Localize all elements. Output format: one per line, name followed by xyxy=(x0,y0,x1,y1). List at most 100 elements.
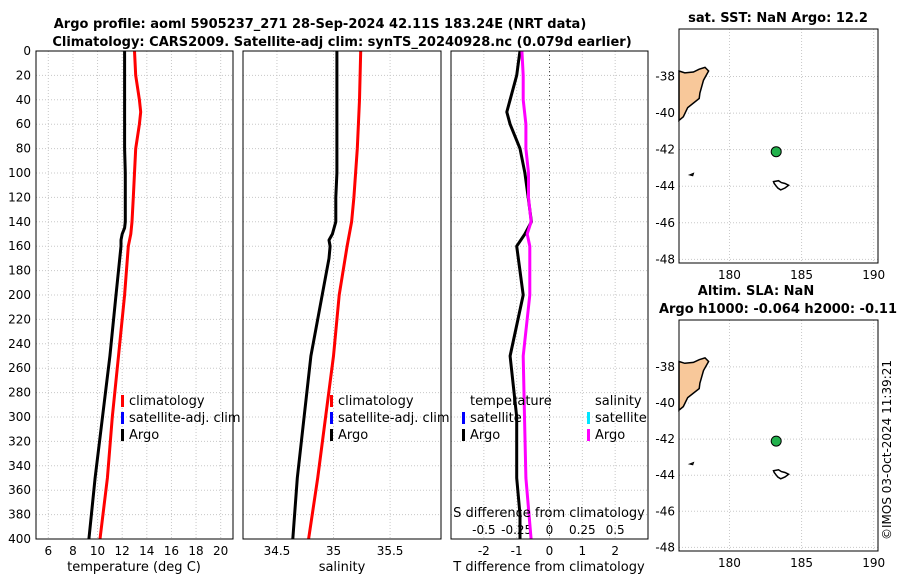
map-frame xyxy=(678,28,879,264)
y-tick-label: 380 xyxy=(8,508,31,522)
legend-temp-argo-swatch xyxy=(462,429,465,441)
legend-climatology-swatch xyxy=(330,395,333,407)
series-line-climatology xyxy=(307,50,363,540)
top-tick-label: 0 xyxy=(546,523,554,537)
x-tick-label: 2 xyxy=(611,544,619,558)
difference-panel: -2 -1 0 1 2 -0.5 -0.25 0 0.25 0.5 xyxy=(450,50,649,558)
y-tick-label: 60 xyxy=(16,117,31,131)
y-tick-label: 80 xyxy=(16,142,31,156)
map-lat-label: -44 xyxy=(655,468,675,482)
land-islet xyxy=(687,172,695,177)
legend-argo-label: Argo xyxy=(338,428,368,443)
y-tick-label: 100 xyxy=(8,166,31,180)
series-line-salinity-argo xyxy=(520,50,533,540)
difference-top-xlabel: S difference from climatology xyxy=(453,506,645,521)
map-lat-label: -40 xyxy=(655,396,675,410)
map-lon-label: 185 xyxy=(790,556,813,570)
land-north-island xyxy=(678,66,710,123)
legend-satellite-label: satellite-adj. clim xyxy=(129,411,241,426)
difference-xlabel: T difference from climatology xyxy=(452,560,645,575)
map-lat-label: -48 xyxy=(655,540,675,554)
y-tick-label: 300 xyxy=(8,410,31,424)
legend-temp-satellite-swatch xyxy=(462,412,465,424)
x-tick-label: -1 xyxy=(511,544,523,558)
legend-sal-argo-swatch xyxy=(587,429,590,441)
salinity-xlabel: salinity xyxy=(319,560,366,575)
temperature-legend: climatology satellite-adj. clim Argo xyxy=(121,394,241,443)
sst-map: -38 -40 -42 -44 -46 -48 180 185 190 xyxy=(655,28,885,282)
y-tick-label: 140 xyxy=(8,215,31,229)
imos-watermark: ©IMOS 03-Oct-2024 11:39:21 xyxy=(880,360,894,540)
legend-salinity-title: salinity xyxy=(595,394,642,409)
map-lat-label: -46 xyxy=(655,216,675,230)
legend-argo-label: Argo xyxy=(129,428,159,443)
map-lat-label: -46 xyxy=(655,504,675,518)
x-tick-label: 10 xyxy=(90,544,105,558)
top-tick-label: -0.25 xyxy=(501,523,532,537)
x-tick-label: 35.5 xyxy=(377,544,404,558)
x-tick-label: 16 xyxy=(164,544,179,558)
map-area xyxy=(679,320,878,551)
y-tick-label: 220 xyxy=(8,312,31,326)
legend-sal-satellite-swatch xyxy=(587,412,590,424)
legend-sal-satellite-label: satellite xyxy=(595,411,647,426)
y-tick-label: 20 xyxy=(16,68,31,82)
x-tick-label: 14 xyxy=(139,544,154,558)
argo-location-marker xyxy=(770,146,782,158)
temperature-xlabel: temperature (deg C) xyxy=(67,560,201,575)
y-tick-label: 40 xyxy=(16,93,31,107)
legend-temp-argo-label: Argo xyxy=(470,428,500,443)
legend-temp-satellite-label: satellite xyxy=(470,411,522,426)
legend-climatology-swatch xyxy=(121,395,124,407)
legend-temperature-title: temperature xyxy=(470,394,552,409)
x-tick-label: -2 xyxy=(478,544,490,558)
y-tick-label: 340 xyxy=(8,459,31,473)
figure-title-line1: Argo profile: aoml 5905237_271 28-Sep-20… xyxy=(54,17,587,32)
x-tick-label: 35 xyxy=(326,544,341,558)
x-tick-label: 6 xyxy=(44,544,52,558)
difference-legend: temperature satellite Argo salinity sate… xyxy=(462,394,647,443)
land-chatham-islands xyxy=(772,469,791,480)
map-area xyxy=(679,29,878,263)
plot-frame xyxy=(35,50,234,540)
map-lon-label: 190 xyxy=(862,268,885,282)
sst-map-title: sat. SST: NaN Argo: 12.2 xyxy=(688,11,868,26)
map-lat-label: -38 xyxy=(655,360,675,374)
map-lat-label: -44 xyxy=(655,179,675,193)
y-tick-label: 260 xyxy=(8,361,31,375)
temperature-panel: 0 20 40 60 80 100 120 140 160 180 200 220 240 260 280 3… xyxy=(8,44,234,558)
x-tick-label: 20 xyxy=(213,544,228,558)
legend-sal-argo-label: Argo xyxy=(595,428,625,443)
sla-map: -38 -40 -42 -44 -46 -48 180 185 190 xyxy=(655,319,885,570)
series-line-argo xyxy=(291,51,339,540)
legend-satellite-label: satellite-adj. clim xyxy=(338,411,450,426)
y-tick-label: 280 xyxy=(8,386,31,400)
plot-frame xyxy=(450,50,649,540)
map-lat-label: -48 xyxy=(655,252,675,266)
y-tick-label: 160 xyxy=(8,239,31,253)
plot-area xyxy=(36,51,233,539)
x-tick-label: 0 xyxy=(546,544,554,558)
x-tick-label: 1 xyxy=(579,544,587,558)
y-tick-label: 320 xyxy=(8,434,31,448)
x-tick-label: 34.5 xyxy=(264,544,291,558)
map-lat-label: -42 xyxy=(655,143,675,157)
map-lat-label: -42 xyxy=(655,432,675,446)
x-tick-label: 8 xyxy=(69,544,77,558)
legend-argo-swatch xyxy=(330,429,333,441)
map-frame xyxy=(678,319,879,552)
land-islet xyxy=(687,461,695,466)
y-tick-label: 200 xyxy=(8,288,31,302)
salinity-panel: 34.5 35 35.5 xyxy=(242,50,442,558)
sla-map-title-line1: Altim. SLA: NaN xyxy=(698,284,814,299)
land-north-island xyxy=(678,357,710,412)
legend-climatology-label: climatology xyxy=(338,394,414,409)
land-chatham-islands xyxy=(772,179,791,191)
map-lon-label: 180 xyxy=(718,556,741,570)
series-line-argo xyxy=(87,51,127,540)
figure-title-line2: Climatology: CARS2009. Satellite-adj cli… xyxy=(52,35,631,50)
legend-satellite-swatch xyxy=(330,412,333,424)
x-tick-label: 18 xyxy=(188,544,203,558)
y-tick-label: 180 xyxy=(8,264,31,278)
